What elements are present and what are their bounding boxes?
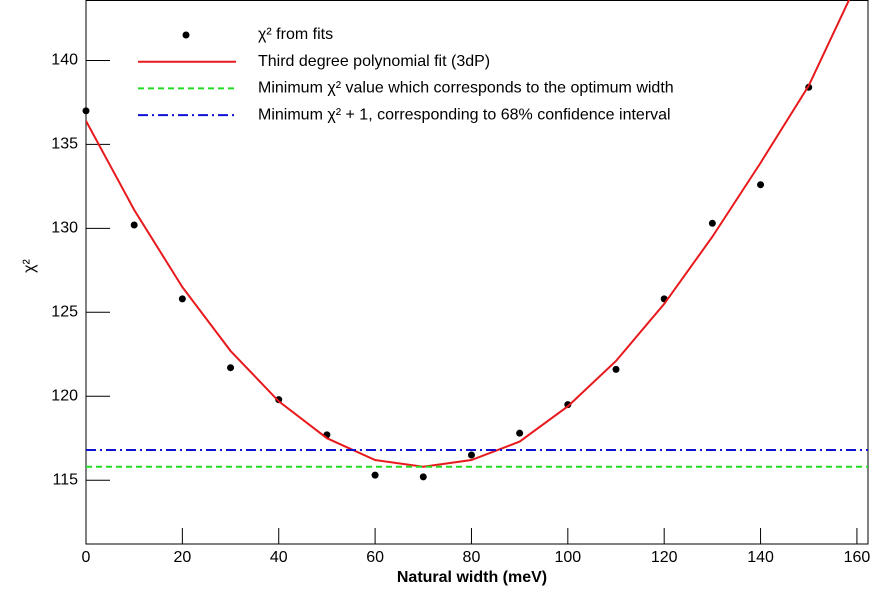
y-tick-label: 130 — [51, 220, 78, 237]
legend-label: χ² from fits — [258, 26, 333, 43]
y-tick-label: 135 — [51, 136, 78, 153]
data-point — [516, 429, 524, 437]
x-tick-label: 40 — [270, 549, 288, 566]
fit-curve — [86, 0, 851, 468]
x-tick-label: 140 — [747, 549, 774, 566]
data-point — [708, 219, 716, 227]
y-axis-label: χ² — [21, 258, 38, 272]
data-point — [130, 221, 138, 229]
x-tick-label: 60 — [366, 549, 384, 566]
y-tick-label: 115 — [52, 471, 78, 488]
legend-label: Third degree polynomial fit (3dP) — [258, 53, 490, 70]
x-axis-label: Natural width (meV) — [397, 569, 547, 586]
data-point — [612, 365, 620, 373]
data-point — [82, 107, 90, 115]
data-point — [275, 396, 283, 404]
plot-frame — [85, 0, 869, 545]
x-tick-label: 80 — [463, 549, 481, 566]
x-tick-label: 160 — [844, 549, 871, 566]
x-tick-label: 100 — [554, 549, 581, 566]
data-point — [371, 471, 379, 479]
x-tick-label: 20 — [173, 549, 191, 566]
x-tick-label: 0 — [82, 549, 91, 566]
data-point — [178, 295, 186, 303]
data-point — [419, 473, 427, 481]
y-tick-label: 140 — [51, 52, 78, 69]
y-tick-label: 125 — [51, 304, 78, 321]
legend-marker — [182, 31, 190, 39]
data-point — [227, 364, 235, 372]
legend-label: Minimum χ² value which corresponds to th… — [258, 80, 674, 97]
y-tick-label: 120 — [51, 387, 78, 404]
legend-label: Minimum χ² + 1, corresponding to 68% con… — [258, 106, 671, 123]
x-tick-label: 120 — [651, 549, 678, 566]
data-point — [467, 451, 475, 459]
data-point — [757, 181, 765, 189]
